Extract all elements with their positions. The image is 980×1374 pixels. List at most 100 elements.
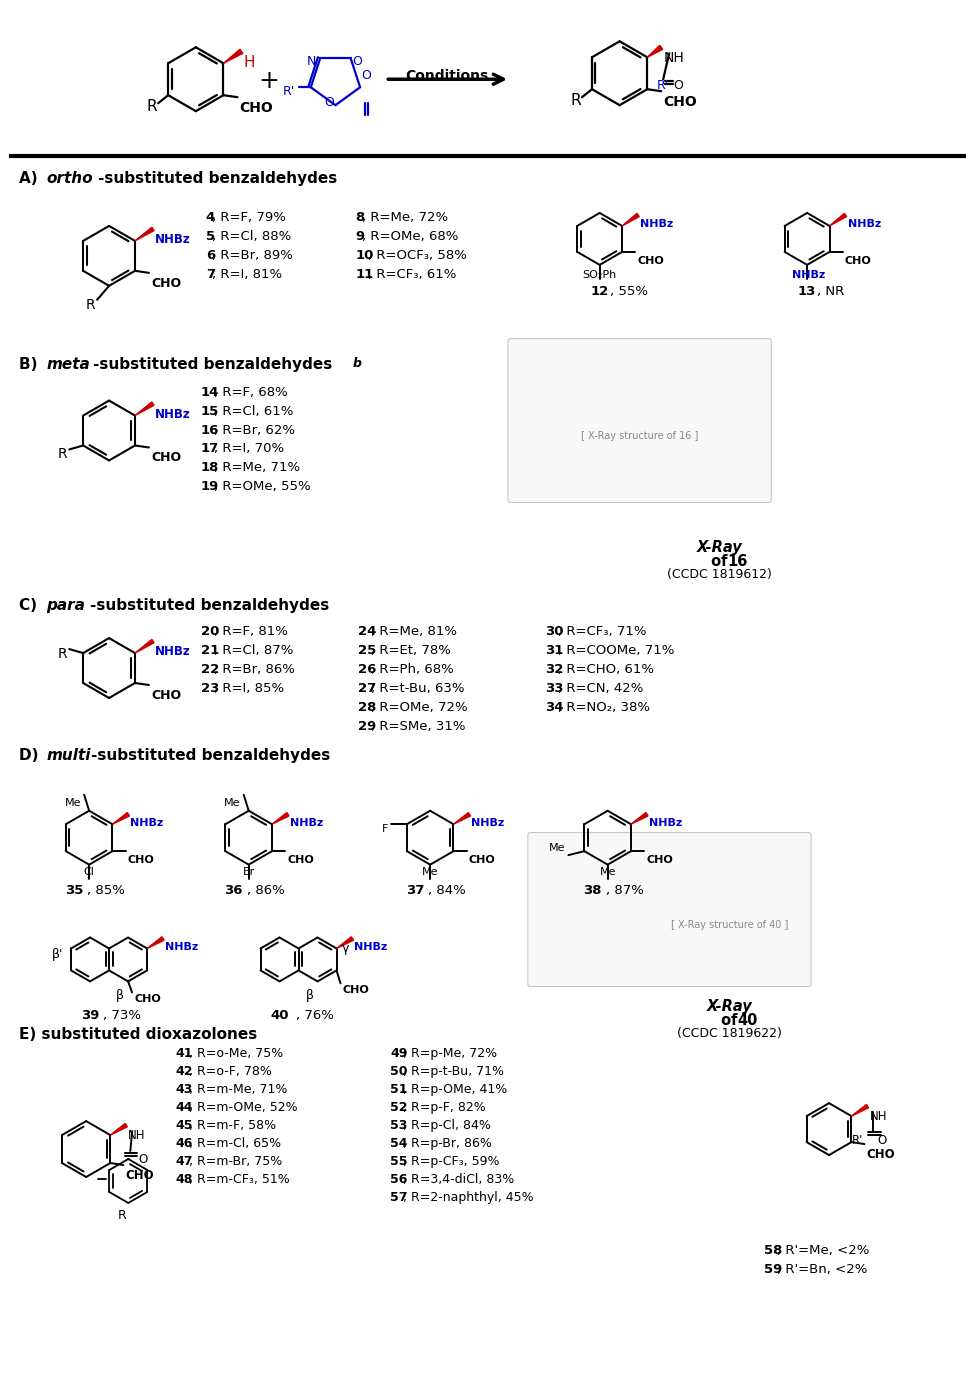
Text: D): D) (20, 747, 44, 763)
Text: R: R (570, 93, 581, 109)
Text: -substituted benzaldehydes: -substituted benzaldehydes (98, 170, 337, 185)
Polygon shape (622, 213, 639, 225)
Text: E) substituted dioxazolones: E) substituted dioxazolones (20, 1028, 258, 1043)
Text: 4: 4 (206, 212, 215, 224)
Text: , R=I, 81%: , R=I, 81% (213, 268, 282, 280)
Polygon shape (272, 812, 289, 824)
Text: , R=p-CF₃, 59%: , R=p-CF₃, 59% (403, 1156, 500, 1168)
Text: 40: 40 (737, 1014, 758, 1028)
Text: 16: 16 (727, 554, 748, 569)
Text: , R=F, 81%: , R=F, 81% (214, 625, 288, 638)
Text: 51: 51 (390, 1083, 408, 1096)
Text: 36: 36 (224, 883, 243, 897)
Text: β: β (116, 989, 124, 1003)
Text: -substituted benzaldehydes: -substituted benzaldehydes (93, 357, 338, 372)
Text: Cl: Cl (83, 867, 95, 877)
Text: , R=p-t-Bu, 71%: , R=p-t-Bu, 71% (403, 1065, 505, 1079)
Text: 42: 42 (175, 1065, 193, 1079)
Text: NHBz: NHBz (290, 819, 323, 829)
Polygon shape (631, 812, 648, 824)
Text: , R=p-OMe, 41%: , R=p-OMe, 41% (403, 1083, 508, 1096)
Text: X-Ray: X-Ray (707, 999, 753, 1014)
Text: 43: 43 (175, 1083, 193, 1096)
Text: 59: 59 (764, 1263, 782, 1276)
Text: (CCDC 1819622): (CCDC 1819622) (677, 1028, 782, 1040)
Text: Me: Me (600, 867, 615, 877)
Text: O: O (353, 55, 363, 67)
Text: NHBz: NHBz (640, 218, 673, 229)
Text: -substituted benzaldehydes: -substituted benzaldehydes (91, 747, 330, 763)
Text: , R=m-F, 58%: , R=m-F, 58% (189, 1120, 276, 1132)
Text: NHBz: NHBz (155, 408, 191, 420)
Text: Me: Me (549, 844, 565, 853)
Text: 39: 39 (81, 1010, 99, 1022)
Text: R: R (57, 647, 67, 661)
Text: 29: 29 (359, 720, 376, 732)
Text: 46: 46 (175, 1138, 193, 1150)
Text: CHO: CHO (239, 102, 273, 115)
Text: O: O (673, 80, 683, 92)
Text: F: F (381, 824, 388, 834)
Text: , 86%: , 86% (247, 883, 284, 897)
Text: CHO: CHO (151, 688, 181, 702)
Text: CHO: CHO (151, 276, 181, 290)
Text: CHO: CHO (128, 855, 155, 866)
Text: 40: 40 (270, 1010, 289, 1022)
Text: Conditions: Conditions (406, 69, 489, 84)
Text: O: O (138, 1153, 148, 1167)
Text: , R=m-OMe, 52%: , R=m-OMe, 52% (189, 1101, 298, 1114)
Text: , R'=Me, <2%: , R'=Me, <2% (777, 1243, 869, 1257)
Text: 47: 47 (175, 1156, 193, 1168)
Text: 27: 27 (359, 682, 376, 695)
Text: , R=o-Me, 75%: , R=o-Me, 75% (189, 1047, 283, 1061)
Text: , R=3,4-diCl, 83%: , R=3,4-diCl, 83% (403, 1173, 514, 1186)
Text: 55: 55 (390, 1156, 408, 1168)
Text: 44: 44 (175, 1101, 193, 1114)
Text: , R=o-F, 78%: , R=o-F, 78% (189, 1065, 271, 1079)
Text: NHBz: NHBz (649, 819, 682, 829)
Polygon shape (336, 937, 354, 948)
Text: , R=Br, 89%: , R=Br, 89% (213, 249, 293, 262)
Polygon shape (113, 812, 129, 824)
Text: R: R (57, 448, 67, 462)
Text: , R=t-Bu, 63%: , R=t-Bu, 63% (371, 682, 465, 695)
Text: CHO: CHO (343, 985, 369, 995)
Text: β: β (306, 989, 314, 1003)
Text: , NR: , NR (817, 284, 845, 298)
Text: b: b (353, 357, 362, 370)
Text: NHBz: NHBz (155, 234, 191, 246)
Text: 23: 23 (201, 682, 220, 695)
Text: 21: 21 (201, 644, 220, 657)
Text: 15: 15 (201, 404, 220, 418)
Text: (CCDC 1819612): (CCDC 1819612) (667, 569, 772, 581)
Text: H: H (243, 55, 255, 70)
Text: Br: Br (243, 867, 255, 877)
Text: , 73%: , 73% (103, 1010, 141, 1022)
Text: 12: 12 (591, 284, 609, 298)
Text: 20: 20 (201, 625, 220, 638)
Text: N: N (307, 55, 317, 67)
Text: CHO: CHO (866, 1149, 895, 1161)
Text: 6: 6 (206, 249, 215, 262)
Text: , R=m-Br, 75%: , R=m-Br, 75% (189, 1156, 282, 1168)
Text: , R=CF₃, 61%: , R=CF₃, 61% (368, 268, 457, 280)
Text: X-Ray: X-Ray (697, 540, 742, 555)
Text: CHO: CHO (637, 256, 663, 267)
Text: [ X-Ray structure of 16 ]: [ X-Ray structure of 16 ] (581, 430, 699, 441)
Polygon shape (111, 1124, 127, 1135)
Text: 48: 48 (175, 1173, 193, 1186)
Text: R': R' (282, 85, 295, 98)
Text: , 85%: , 85% (87, 883, 125, 897)
Text: , R=F, 79%: , R=F, 79% (213, 212, 286, 224)
Text: CHO: CHO (287, 855, 315, 866)
Text: , R=COOMe, 71%: , R=COOMe, 71% (558, 644, 674, 657)
Text: NHBz: NHBz (471, 819, 505, 829)
Text: NH: NH (663, 51, 684, 66)
Text: 52: 52 (390, 1101, 408, 1114)
Text: NHBz: NHBz (355, 943, 388, 952)
Text: 31: 31 (545, 644, 563, 657)
Text: , R=Me, 71%: , R=Me, 71% (214, 462, 300, 474)
Text: 28: 28 (359, 701, 376, 714)
Text: 56: 56 (390, 1173, 408, 1186)
Text: , R=m-Me, 71%: , R=m-Me, 71% (189, 1083, 287, 1096)
